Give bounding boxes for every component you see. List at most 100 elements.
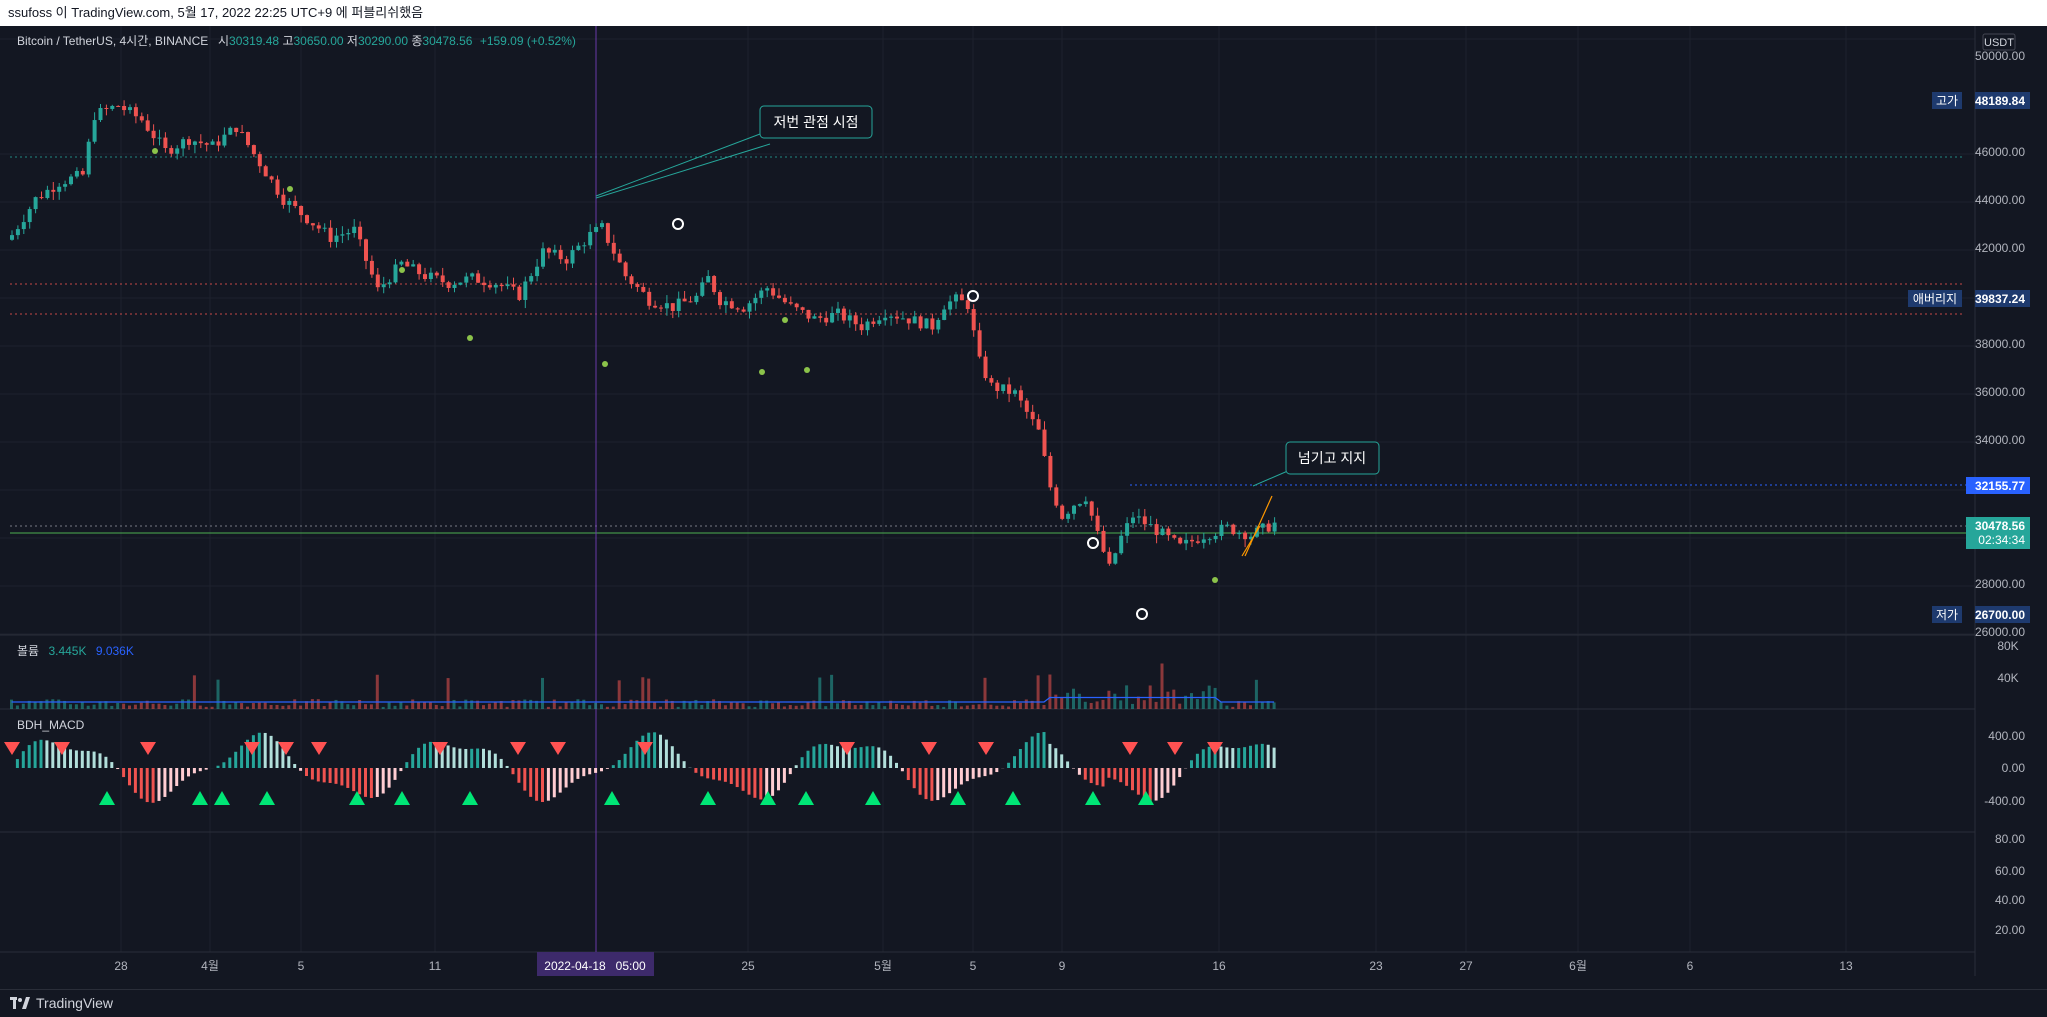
bottom-circle-1[interactable]	[1088, 538, 1098, 548]
candle-body	[140, 116, 144, 120]
candle	[718, 290, 722, 309]
macd-bar	[116, 768, 119, 769]
macd-bar	[995, 768, 998, 772]
candle-body	[1078, 504, 1082, 506]
candle-body	[1019, 390, 1023, 400]
buy-arrow-4	[349, 791, 365, 805]
sell-arrow-8	[550, 742, 566, 755]
candle	[523, 277, 527, 308]
macd-bar	[1166, 768, 1169, 793]
candle-body	[600, 223, 604, 227]
candle-body	[1243, 533, 1247, 540]
candle-body	[1196, 541, 1200, 543]
osc-tick-40: 40.00	[1995, 893, 2025, 907]
candle-body	[40, 197, 44, 198]
candle-body	[812, 316, 816, 318]
candle	[488, 281, 492, 290]
candle	[75, 167, 79, 178]
buy-arrow-14	[1085, 791, 1101, 805]
macd-bar	[571, 768, 574, 783]
macd-bar	[1208, 747, 1211, 768]
chart-area[interactable]: 저번 관점 시점 넘기고 지지 Bitcoin / TetherUS, 4시간,…	[0, 26, 2047, 989]
volume-bar	[612, 707, 615, 709]
macd-bar	[299, 768, 302, 771]
candle-body	[305, 215, 309, 223]
macd-bar	[576, 768, 579, 779]
volume-bar	[1196, 699, 1199, 709]
candle-body	[877, 320, 881, 324]
peak-circle-1[interactable]	[673, 219, 683, 229]
candle-body	[913, 316, 917, 323]
osc-tick-80: 80.00	[1995, 832, 2025, 846]
candle-body	[69, 177, 73, 185]
candle-body	[771, 288, 775, 295]
candle-body	[989, 378, 993, 383]
candle	[405, 259, 409, 267]
candle-body	[199, 142, 203, 144]
callout-1-pointer-2[interactable]	[596, 144, 770, 198]
candle-body	[1225, 525, 1229, 526]
candle-body	[16, 229, 20, 235]
volume-bar	[122, 704, 125, 709]
volume-bar	[1048, 675, 1051, 709]
tradingview-brand[interactable]: TradingView	[0, 990, 113, 1016]
macd-bar	[630, 747, 633, 768]
candle-body	[1208, 539, 1212, 540]
candle-body	[795, 304, 799, 308]
candle	[694, 293, 698, 305]
volume-bar	[211, 707, 214, 709]
volume-bar	[181, 699, 184, 709]
callout-2[interactable]: 넘기고 지지	[1286, 442, 1379, 474]
candle	[653, 301, 657, 309]
candle-body	[258, 154, 262, 166]
candle	[842, 306, 846, 324]
macd-bar	[777, 768, 780, 790]
volume-bar	[641, 677, 644, 709]
bottom-circle-2[interactable]	[1137, 609, 1147, 619]
time-axis[interactable]: 28 4월 5 11 25 5월 5 9 16 23 27 6월 6 13 20…	[114, 952, 1853, 976]
candle	[547, 247, 551, 258]
macd-bar	[653, 732, 656, 768]
candlestick-series	[10, 100, 1277, 565]
macd-bar	[860, 747, 863, 768]
candle-body	[122, 106, 126, 110]
volume-bar	[370, 704, 373, 709]
candle	[1220, 520, 1224, 540]
price-tick-38000: 38000.00	[1975, 337, 2025, 351]
macd-bar	[771, 768, 774, 796]
buy-arrow-8	[700, 791, 716, 805]
volume-bar	[163, 705, 166, 709]
candle	[358, 221, 362, 246]
macd-bar	[476, 749, 479, 768]
candle	[246, 132, 250, 148]
candle	[677, 292, 681, 318]
candle-body	[919, 316, 923, 328]
macd-bar	[783, 768, 786, 783]
candle-body	[895, 317, 899, 319]
candle	[1078, 503, 1082, 507]
macd-bar	[1025, 742, 1028, 768]
macd-bar	[187, 768, 190, 776]
chart-canvas[interactable]: 저번 관점 시점 넘기고 지지 Bitcoin / TetherUS, 4시간,…	[0, 26, 2047, 989]
volume-bar	[45, 700, 48, 709]
macd-bar	[1043, 732, 1046, 768]
macd-bar	[588, 768, 591, 774]
candle	[376, 268, 380, 291]
candle	[16, 225, 20, 239]
candle	[335, 228, 339, 248]
candle	[394, 259, 398, 284]
candle	[742, 307, 746, 313]
volume-bar	[871, 705, 874, 709]
time-label-may: 5월	[874, 959, 892, 973]
candle	[458, 282, 462, 285]
callout-1[interactable]: 저번 관점 시점	[760, 106, 872, 138]
candle	[1125, 517, 1129, 543]
candle	[1214, 533, 1218, 542]
macd-bar	[1220, 747, 1223, 768]
candle-body	[1267, 524, 1271, 532]
callout-1-pointer[interactable]	[596, 134, 760, 196]
price-tick-50000: 50000.00	[1975, 49, 2025, 63]
macd-bar	[258, 733, 261, 768]
callout-2-pointer[interactable]	[1253, 470, 1290, 486]
candle-body	[1066, 514, 1070, 519]
